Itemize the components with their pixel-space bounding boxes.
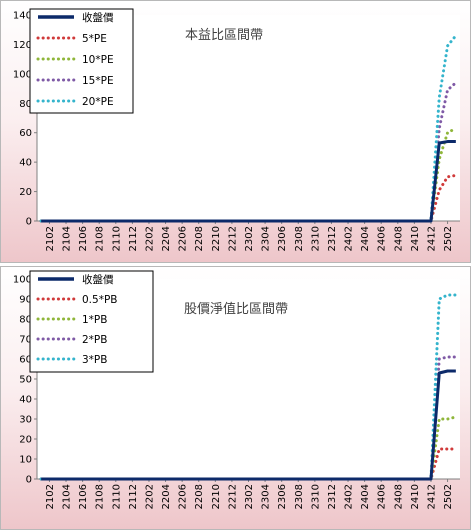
legend-label: 10*PE [82, 54, 114, 66]
y-tick-label: 80 [19, 99, 32, 110]
legend-label: 3*PB [82, 354, 107, 366]
x-tick-label: 2412 [426, 484, 437, 509]
x-tick-label: 2302 [244, 226, 255, 251]
legend-label: 20*PE [82, 96, 114, 108]
y-tick-label: 40 [19, 395, 32, 406]
x-tick-label: 2308 [294, 226, 305, 251]
x-tick-label: 2104 [62, 226, 73, 251]
x-tick-label: 2310 [310, 226, 321, 251]
x-tick-label: 2312 [327, 226, 338, 251]
legend: 收盤價 0.5*PB 1*PB 2*PB 3*PB [29, 270, 154, 373]
y-tick-label: 50 [19, 375, 32, 386]
x-tick-label: 2404 [360, 484, 371, 509]
y-tick-label: 60 [19, 355, 32, 366]
x-tick-label: 2404 [360, 226, 371, 251]
legend: 收盤價 5*PE 10*PE 15*PE 20*PE [29, 8, 134, 114]
y-tick-label: 60 [19, 128, 32, 139]
x-tick-label: 2102 [45, 484, 56, 509]
x-tick-label: 2402 [344, 484, 355, 509]
x-tick-label: 2106 [78, 226, 89, 251]
x-tick-label: 2402 [344, 226, 355, 251]
x-tick-label: 2206 [178, 484, 189, 509]
x-tick-label: 2104 [62, 484, 73, 509]
x-tick-label: 2110 [111, 484, 122, 509]
y-tick-label: 100 [13, 275, 32, 286]
x-tick-label: 2108 [95, 226, 106, 251]
x-tick-label: 2202 [144, 226, 155, 251]
x-tick-label: 2112 [128, 484, 139, 509]
x-tick-label: 2202 [144, 484, 155, 509]
y-tick-label: 80 [19, 315, 32, 326]
x-tick-label: 2210 [211, 484, 222, 509]
x-tick-label: 2410 [410, 226, 421, 251]
series-line-close [41, 369, 456, 481]
y-tick-label: 140 [13, 11, 32, 22]
x-tick-label: 2408 [393, 484, 404, 509]
x-tick-label: 2304 [261, 226, 272, 251]
legend-label: 收盤價 [82, 273, 114, 286]
x-tick-label: 2412 [426, 226, 437, 251]
chart-title: 股價淨值比區間帶 [184, 301, 288, 317]
x-tick-label: 2312 [327, 484, 338, 509]
y-tick-label: 20 [19, 187, 32, 198]
x-tick-label: 2304 [261, 484, 272, 509]
pe-band-chart: 0 20 40 60 80 100 120 140 2102 2104 2106 2108 2110 21… [0, 0, 471, 263]
legend-box [29, 270, 154, 373]
x-tick-label: 2112 [128, 226, 139, 251]
x-tick-label: 2502 [443, 226, 454, 251]
x-tick-label: 2210 [211, 226, 222, 251]
x-tick-label: 2212 [227, 226, 238, 251]
x-tick-label: 2306 [277, 484, 288, 509]
x-tick-label: 2502 [443, 484, 454, 509]
y-tick-label: 90 [19, 295, 32, 306]
x-tick-label: 2310 [310, 484, 321, 509]
x-tick-label: 2406 [377, 484, 388, 509]
legend-label: 1*PB [82, 314, 107, 326]
x-tick-label: 2102 [45, 226, 56, 251]
y-tick-label: 30 [19, 415, 32, 426]
pe-band-chart-svg: 0 20 40 60 80 100 120 140 2102 2104 2106 2108 2110 21… [13, 8, 460, 251]
x-tick-label: 2306 [277, 226, 288, 251]
x-tick-label: 2204 [161, 484, 172, 509]
legend-label: 5*PE [82, 33, 107, 45]
x-tick-label: 2208 [194, 484, 205, 509]
x-tick-label: 2410 [410, 484, 421, 509]
x-tick-label: 2408 [393, 226, 404, 251]
x-tick-label: 2110 [111, 226, 122, 251]
y-tick-label: 70 [19, 335, 32, 346]
x-tick-label: 2206 [178, 226, 189, 251]
y-tick-label: 100 [13, 69, 32, 80]
x-tick-label: 2208 [194, 226, 205, 251]
legend-label: 收盤價 [82, 11, 114, 24]
legend-label: 0.5*PB [82, 294, 117, 306]
pb-band-chart: 0 10 20 30 40 50 60 70 80 90 100 2102 2104 2106 2108 21… [0, 266, 471, 530]
y-tick-label: 0 [26, 475, 32, 486]
series-line-close [41, 140, 456, 223]
legend-label: 2*PB [82, 334, 107, 346]
y-tick-label: 40 [19, 158, 32, 169]
x-tick-label: 2108 [95, 484, 106, 509]
legend-box [29, 8, 134, 114]
x-tick-label: 2204 [161, 226, 172, 251]
x-tick-label: 2308 [294, 484, 305, 509]
pb-band-chart-svg: 0 10 20 30 40 50 60 70 80 90 100 2102 2104 2106 2108 21… [13, 270, 460, 509]
legend-label: 15*PE [82, 75, 114, 87]
y-tick-label: 20 [19, 435, 32, 446]
x-tick-label: 2212 [227, 484, 238, 509]
x-tick-label: 2406 [377, 226, 388, 251]
y-tick-label: 0 [26, 217, 32, 228]
x-tick-label: 2106 [78, 484, 89, 509]
y-tick-label: 10 [19, 455, 32, 466]
chart-title: 本益比區間帶 [185, 28, 263, 43]
x-tick-label: 2302 [244, 484, 255, 509]
y-tick-label: 120 [13, 40, 32, 51]
